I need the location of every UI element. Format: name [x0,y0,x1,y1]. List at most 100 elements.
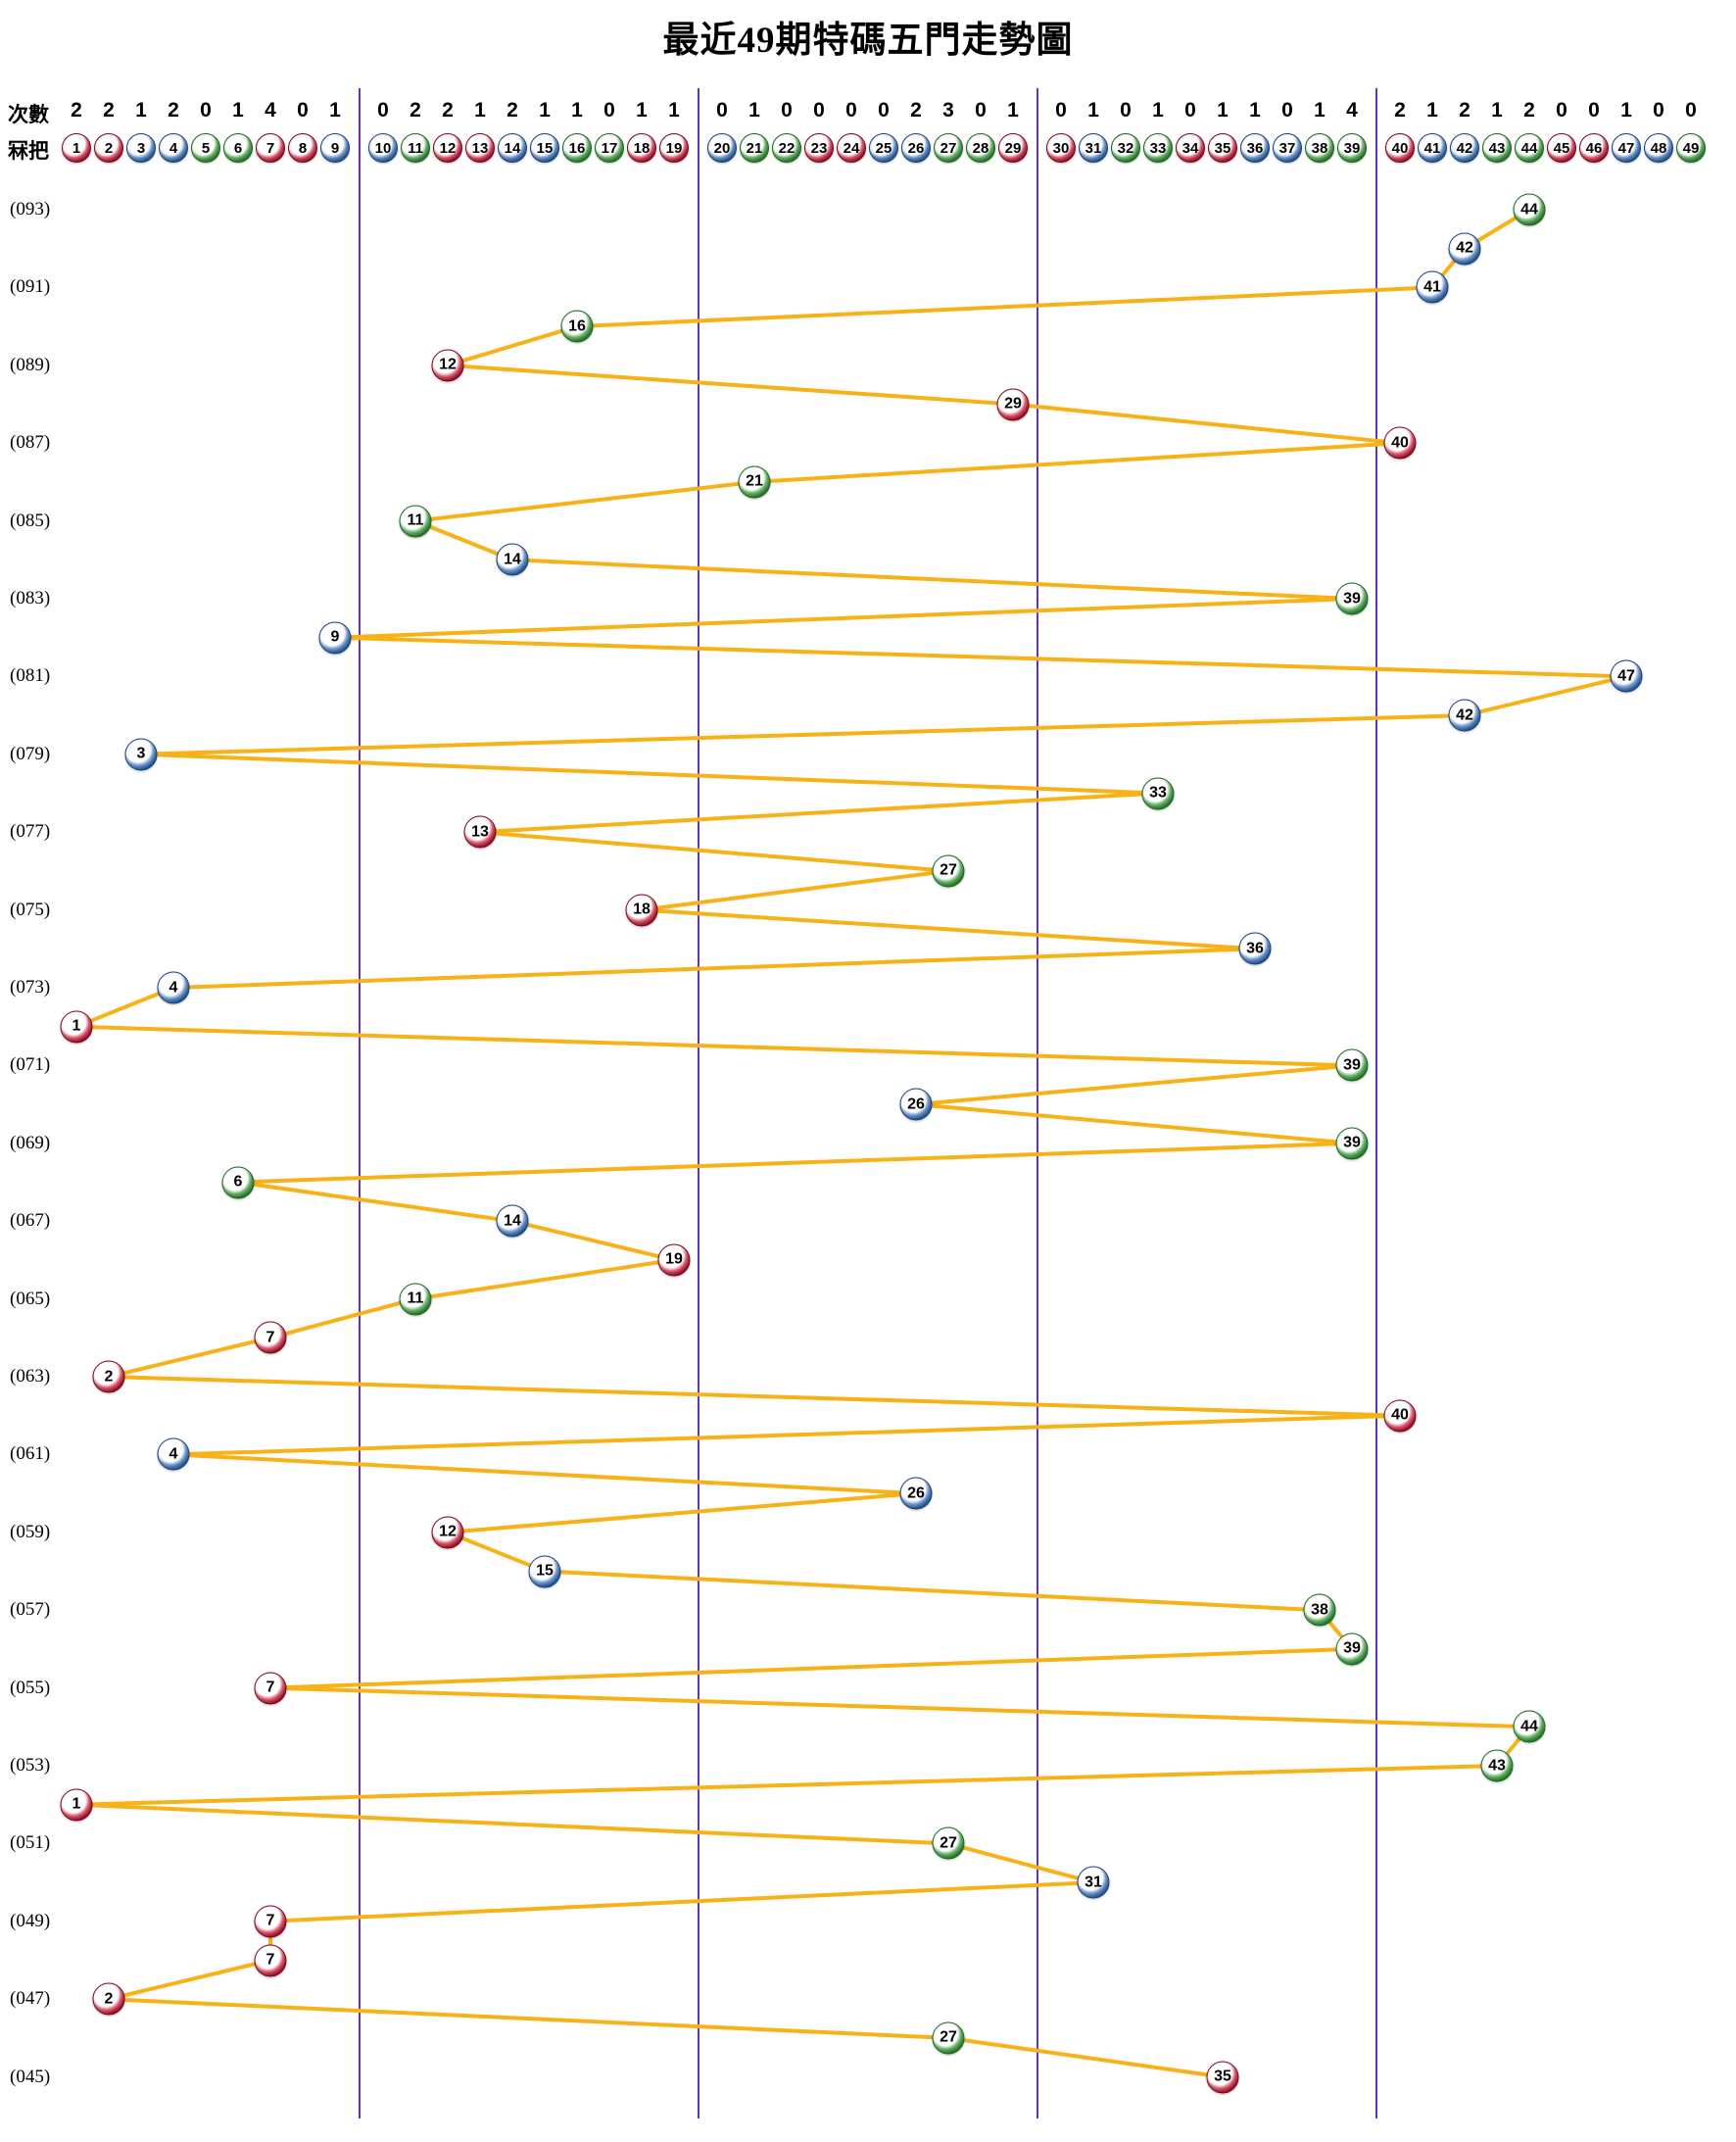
period-label-089: (089) [10,354,51,375]
group-divider [1374,88,1377,2118]
chart-ball-059: 12 [431,1516,464,1549]
header-ball-4: 4 [159,133,188,163]
header-ball-12: 12 [433,133,462,163]
header-ball-30: 30 [1046,133,1076,163]
chart-ball-050: 31 [1077,1866,1110,1899]
header-ball-32: 32 [1111,133,1140,163]
trend-line-segment [139,752,1160,796]
count-value-27: 3 [942,99,954,122]
header-ball-37: 37 [1273,133,1302,163]
period-label-093: (093) [10,199,51,219]
chart-ball-084: 14 [496,543,529,576]
chart-ball-058: 15 [528,1555,561,1587]
chart-ball-060: 26 [899,1477,933,1510]
trend-line-segment [752,441,1402,484]
period-label-051: (051) [10,1832,51,1854]
count-value-21: 1 [748,99,760,122]
chart-ball-075: 18 [625,894,658,927]
count-value-16: 1 [571,99,583,122]
count-value-4: 2 [168,99,179,122]
period-label-075: (075) [10,899,51,920]
count-value-5: 0 [200,99,212,122]
trend-line-segment [171,947,1257,990]
header-ball-2: 2 [94,133,123,163]
header-ball-29: 29 [998,133,1028,163]
header-ball-45: 45 [1547,133,1576,163]
trend-line-segment [640,907,1257,951]
chart-ball-068: 6 [221,1166,255,1198]
chart-ball-057: 38 [1303,1593,1336,1627]
trend-line-segment [640,868,950,912]
trend-line-segment [74,1024,1354,1068]
trend-line-segment [107,1375,1402,1418]
count-value-29: 1 [1007,99,1019,122]
count-value-28: 0 [975,99,987,122]
trend-line-segment [74,1764,1499,1807]
trend-line-segment [1011,402,1402,446]
chart-ball-092: 42 [1448,232,1481,266]
group-divider [697,88,699,2118]
chart-ball-049: 7 [254,1905,287,1938]
trend-line-segment [413,1257,676,1301]
header-ball-15: 15 [530,133,559,163]
period-label-087: (087) [10,432,51,454]
trend-line-segment [946,2035,1225,2079]
period-label-083: (083) [10,588,51,609]
count-value-41: 1 [1426,99,1438,122]
header-ball-28: 28 [966,133,995,163]
trend-line-segment [914,1063,1354,1107]
trend-line-segment [74,1802,950,1846]
trend-line-segment [333,635,1628,679]
header-ball-23: 23 [804,133,834,163]
count-value-36: 1 [1249,99,1261,122]
header-ball-31: 31 [1079,133,1108,163]
header-ball-25: 25 [869,133,898,163]
count-value-22: 0 [781,99,793,122]
header-ball-35: 35 [1208,133,1237,163]
count-value-25: 0 [878,99,890,122]
trend-line-segment [446,1491,918,1534]
count-value-3: 1 [135,99,147,122]
trend-line-segment [236,1141,1354,1185]
period-label-049: (049) [10,1910,51,1931]
header-ball-13: 13 [465,133,495,163]
period-label-067: (067) [10,1210,51,1232]
trend-line-segment [510,1219,676,1262]
header-ball-33: 33 [1143,133,1173,163]
count-value-6: 1 [232,99,244,122]
header-ball-39: 39 [1337,133,1367,163]
chart-ball-056: 39 [1335,1632,1369,1666]
trend-line-segment [268,1646,1354,1690]
chart-ball-083: 39 [1335,582,1369,615]
count-value-42: 2 [1459,99,1471,122]
header-ball-44: 44 [1515,133,1544,163]
count-value-20: 0 [716,99,728,122]
trend-line-segment [510,558,1354,601]
chart-ball-051: 27 [932,1826,965,1860]
period-label-065: (065) [10,1288,51,1309]
header-ball-20: 20 [707,133,737,163]
trend-line-segment [107,1336,272,1379]
header-ball-36: 36 [1240,133,1270,163]
trend-line-segment [107,1958,272,2002]
trend-line-segment [946,1841,1095,1885]
trend-line-segment [478,830,950,873]
count-value-34: 0 [1184,99,1196,122]
header-ball-26: 26 [901,133,931,163]
count-value-31: 1 [1087,99,1099,122]
header-ball-8: 8 [288,133,317,163]
chart-ball-065: 11 [399,1283,432,1316]
count-value-47: 1 [1620,99,1632,122]
count-value-2: 2 [103,99,115,122]
chart-title: 最近49期特碼五門走勢圖 [662,21,1074,61]
chart-ball-093: 44 [1513,193,1546,226]
period-label-061: (061) [10,1443,51,1465]
header-ball-18: 18 [627,133,656,163]
trend-line-segment [333,597,1354,640]
chart-ball-064: 7 [254,1321,287,1354]
period-label-045: (045) [10,2066,51,2087]
trend-line-segment [478,791,1160,835]
period-label-071: (071) [10,1054,51,1076]
